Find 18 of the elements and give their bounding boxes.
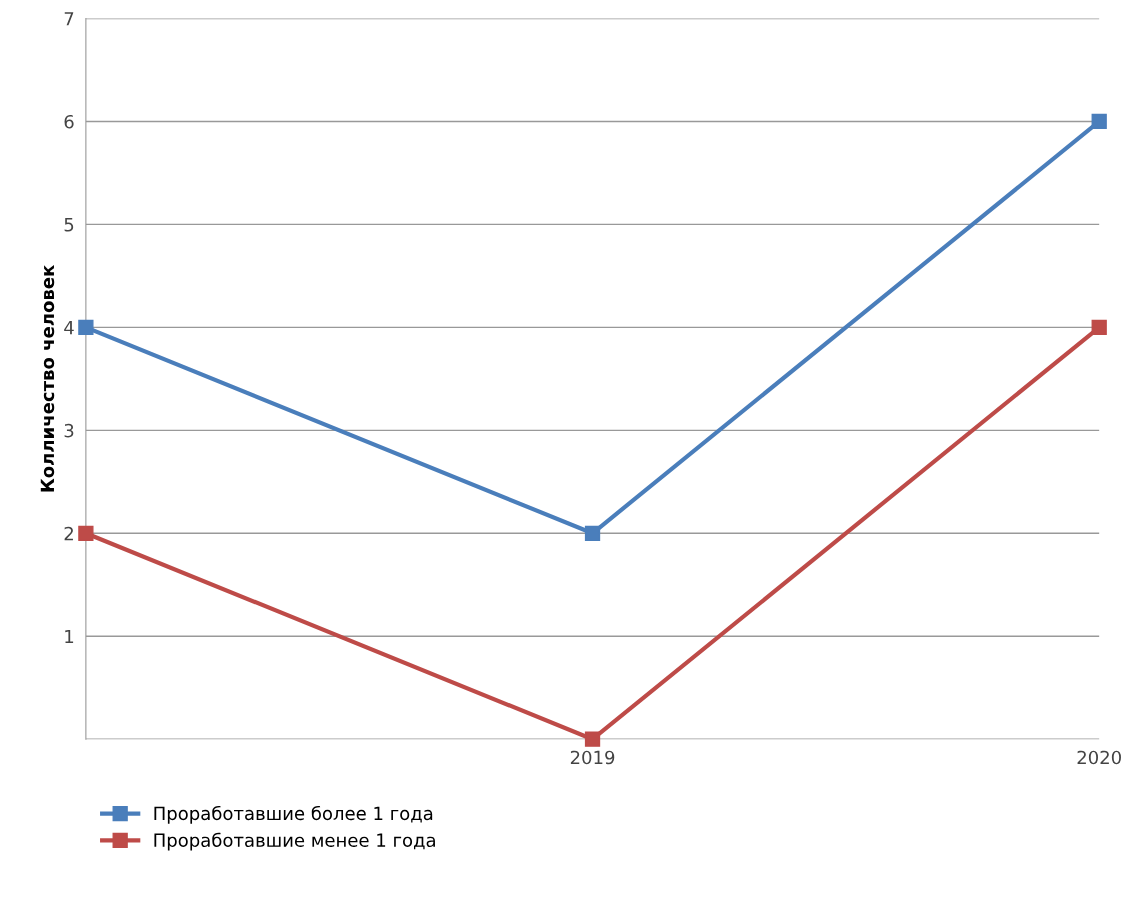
legend-label: Проработавшие более 1 года	[154, 805, 433, 824]
legend-label: Проработавшие менее 1 года	[154, 832, 435, 851]
point	[584, 525, 601, 541]
y-tick-label: 7	[64, 12, 74, 26]
y-tick-label: 1	[65, 629, 74, 644]
x-tick-label: 2019	[570, 750, 615, 765]
y-axis-title: Колличество человек	[40, 264, 55, 492]
point	[78, 319, 94, 335]
x-tick-label: 2020	[1077, 750, 1121, 765]
y-tick-label: 6	[64, 114, 74, 129]
point	[1091, 113, 1107, 130]
point	[1091, 319, 1107, 335]
y-tick-label: 3	[64, 423, 74, 438]
y-tick-label: 2	[64, 526, 73, 541]
y-tick-label: 4	[64, 321, 74, 335]
point	[78, 525, 94, 541]
point	[584, 731, 601, 747]
y-tick-label: 5	[64, 218, 74, 232]
